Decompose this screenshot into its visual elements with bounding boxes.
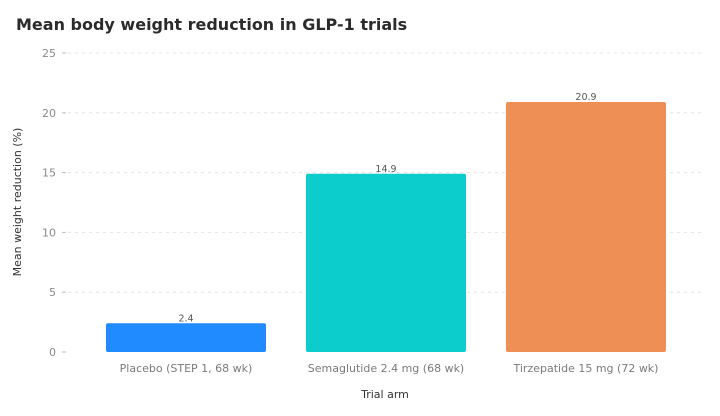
chart-title: Mean body weight reduction in GLP-1 tria… xyxy=(16,15,407,34)
data-label: 14.9 xyxy=(375,164,396,175)
bar xyxy=(506,102,666,352)
y-tick-label: 0 xyxy=(49,346,56,359)
x-axis-ticks: Placebo (STEP 1, 68 wk) Semaglutide 2.4 m… xyxy=(120,362,659,375)
data-label: 20.9 xyxy=(575,92,596,103)
y-tick-label: 10 xyxy=(42,226,56,239)
y-tick-label: 20 xyxy=(42,107,56,120)
y-tick-label: 25 xyxy=(42,47,56,60)
x-tick-label: Tirzepatide 15 mg (72 wk) xyxy=(513,362,659,375)
y-tick-label: 15 xyxy=(42,167,56,180)
y-axis-ticks: 0 5 10 15 20 25 xyxy=(42,47,66,359)
x-axis-label: Trial arm xyxy=(360,388,409,401)
data-label: 2.4 xyxy=(178,313,193,324)
gridlines xyxy=(68,52,704,293)
bar xyxy=(106,323,266,352)
y-tick-label: 5 xyxy=(49,286,56,299)
x-tick-label: Placebo (STEP 1, 68 wk) xyxy=(120,362,253,375)
bars: 2.4 14.9 20.9 xyxy=(106,92,666,352)
bar xyxy=(306,173,466,352)
x-tick-label: Semaglutide 2.4 mg (68 wk) xyxy=(308,362,464,375)
y-axis-label: Mean weight reduction (%) xyxy=(11,128,24,277)
